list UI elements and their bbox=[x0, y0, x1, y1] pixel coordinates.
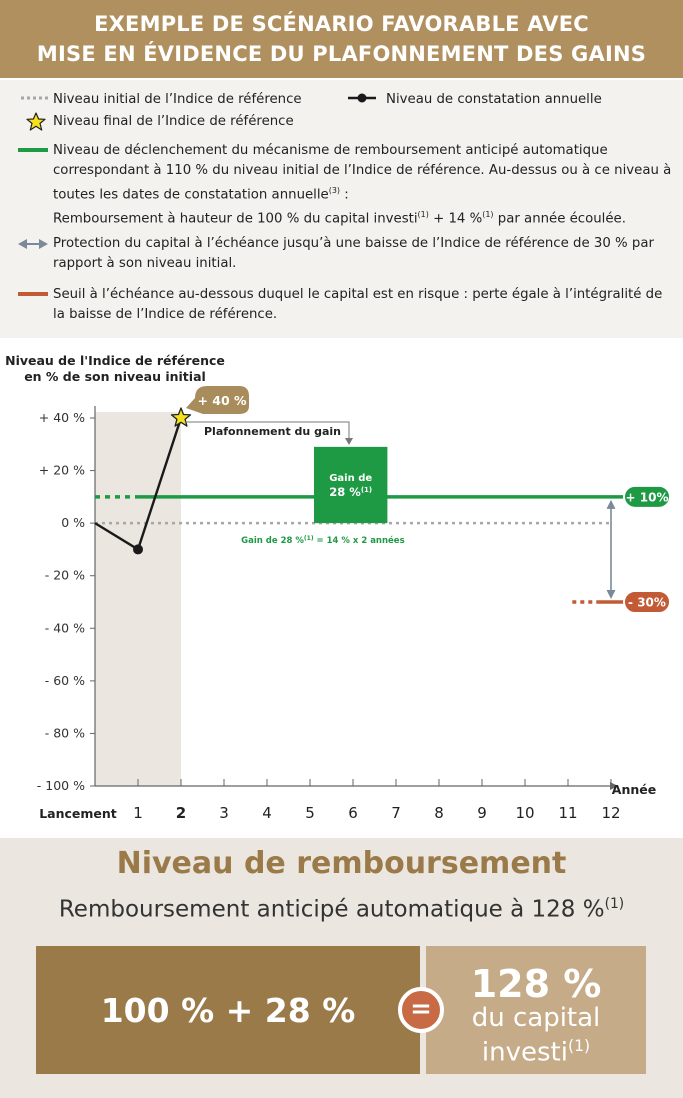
final-level-star bbox=[170, 407, 192, 427]
legend-trigger-line1: Niveau de déclenchement du mécanisme de … bbox=[53, 143, 608, 158]
gain-note-end: = 14 % x 2 années bbox=[314, 535, 405, 546]
y-tick-label: + 40 % bbox=[39, 410, 85, 425]
footnote-ref: (3) bbox=[328, 186, 341, 195]
repayment-result-line3-text: investi bbox=[481, 1037, 568, 1068]
legend-initial-level: Niveau initial de l’Indice de référence bbox=[53, 92, 302, 107]
repayment-subtitle: Remboursement anticipé automatique à 128… bbox=[0, 896, 683, 923]
repayment-title: Niveau de remboursement bbox=[116, 846, 567, 881]
chart-area: Niveau de l'Indice de référence en % de … bbox=[0, 346, 683, 838]
x-tick-label: 5 bbox=[305, 804, 315, 822]
x-axis-label: Année bbox=[612, 782, 656, 797]
x-tick-label: 1 bbox=[133, 804, 143, 822]
trigger-badge-label: + 10% bbox=[626, 490, 669, 504]
repayment-subtitle-text: Remboursement anticipé automatique à 128… bbox=[58, 896, 605, 923]
header-title-line2: MISE EN ÉVIDENCE DU PLAFONNEMENT DES GAI… bbox=[36, 42, 647, 66]
x-tick-label: 11 bbox=[558, 804, 577, 822]
legend-risk-line1: Seuil à l’échéance au-dessous duquel le … bbox=[53, 287, 663, 302]
legend-risk-text: Seuil à l’échéance au-dessous duquel le … bbox=[53, 285, 662, 325]
legend-trigger-line3-colon: : bbox=[340, 187, 349, 203]
x-tick-label: 10 bbox=[515, 804, 534, 822]
shaded-period bbox=[95, 412, 181, 786]
risk-badge-label: - 30% bbox=[628, 596, 666, 610]
legend-risk-line2: la baisse de l’Indice de référence. bbox=[53, 307, 278, 322]
x-tick-label: 2 bbox=[176, 804, 186, 822]
legend-trigger-text: Niveau de déclenchement du mécanisme de … bbox=[53, 141, 671, 230]
repayment-formula: 100 % + 28 % bbox=[100, 990, 356, 1030]
legend-panel: Niveau initial de l’Indice de référence … bbox=[0, 80, 683, 338]
legend-final-level: Niveau final de l’Indice de référence bbox=[53, 114, 294, 129]
protection-arrow-head-up bbox=[606, 499, 616, 509]
cap-label: Plafonnement du gain bbox=[204, 425, 341, 438]
y-tick-label: - 60 % bbox=[45, 673, 85, 688]
legend-trigger-line4-end: par année écoulée. bbox=[493, 211, 626, 227]
x-tick-label: 12 bbox=[601, 804, 620, 822]
x-axis-arrow bbox=[610, 782, 618, 790]
footnote-ref: (1) bbox=[482, 210, 494, 220]
legend-protection-line2: rapport à son niveau initial. bbox=[53, 256, 237, 271]
repayment-result-line3: investi(1) bbox=[426, 1032, 646, 1067]
repayment-result-line2: du capital bbox=[471, 1003, 601, 1033]
legend-trigger-line4-rate: + 14 % bbox=[428, 211, 483, 227]
x-tick-label: 4 bbox=[262, 804, 272, 822]
footnote-ref: (1) bbox=[304, 535, 314, 542]
equals-icon: = bbox=[398, 987, 444, 1033]
protection-arrow-head-down bbox=[606, 590, 616, 599]
legend-trigger-line2: correspondant à 110 % du niveau initial … bbox=[53, 163, 672, 178]
green-line-icon bbox=[18, 148, 48, 152]
x-tick-label: 7 bbox=[391, 804, 401, 822]
repayment-formula-box: 100 % + 28 % bbox=[36, 946, 420, 1074]
y-tick-label: 0 % bbox=[61, 515, 85, 530]
header-banner: EXEMPLE DE SCÉNARIO FAVORABLE AVEC MISE … bbox=[0, 0, 683, 78]
double-arrow-icon bbox=[18, 239, 48, 249]
cap-arrow-head bbox=[345, 438, 353, 445]
data-point bbox=[133, 544, 143, 555]
y-tick-label: + 20 % bbox=[39, 463, 85, 478]
y-tick-label: - 40 % bbox=[45, 620, 85, 635]
legend-trigger-line4-text: Remboursement à hauteur de 100 % du capi… bbox=[53, 211, 418, 227]
final-value-badge bbox=[186, 386, 249, 414]
legend-protection-line1: Protection du capital à l’échéance jusqu… bbox=[53, 236, 654, 251]
repayment-result-box: 128 % du capital investi(1) bbox=[426, 946, 646, 1074]
y-axis-label-line2: en % de son niveau initial bbox=[24, 369, 206, 384]
x-tick-label: 8 bbox=[434, 804, 444, 822]
dotted-line-icon bbox=[21, 96, 48, 100]
x-tick-label: 3 bbox=[219, 804, 229, 822]
legend-trigger-line4: Remboursement à hauteur de 100 % du capi… bbox=[53, 205, 671, 229]
cap-connector bbox=[185, 421, 350, 441]
final-value-label: + 40 % bbox=[197, 393, 247, 408]
repayment-result-value: 128 % bbox=[470, 962, 602, 1006]
gain-box-line1: Gain de bbox=[329, 473, 372, 484]
star-icon bbox=[26, 112, 46, 131]
legend-trigger-line3-text: toutes les dates de constatation annuell… bbox=[53, 187, 329, 203]
x-tick-label: 6 bbox=[348, 804, 358, 822]
y-tick-label: - 20 % bbox=[45, 568, 85, 583]
footnote-ref: (1) bbox=[604, 896, 625, 912]
trigger-badge-shape bbox=[623, 484, 671, 509]
header-title-line1: EXEMPLE DE SCÉNARIO FAVORABLE AVEC bbox=[94, 12, 589, 36]
legend-protection-text: Protection du capital à l’échéance jusqu… bbox=[53, 234, 654, 274]
y-axis-label-line1: Niveau de l'Indice de référence bbox=[5, 353, 225, 368]
footnote-ref: (1) bbox=[567, 1037, 591, 1055]
legend-annual-observation: Niveau de constatation annuelle bbox=[386, 92, 602, 107]
gain-note: Gain de 28 %(1) = 14 % x 2 années bbox=[241, 535, 404, 546]
y-tick-label: - 80 % bbox=[45, 725, 85, 740]
performance-chart: Niveau de l'Indice de référence en % de … bbox=[5, 353, 671, 822]
risk-badge-shape bbox=[623, 590, 671, 614]
gain-box bbox=[314, 446, 388, 524]
footnote-ref: (1) bbox=[417, 210, 429, 220]
footnote-ref: (1) bbox=[361, 486, 372, 494]
x-tick-label: 9 bbox=[477, 804, 487, 822]
legend-trigger-line3: toutes les dates de constatation annuell… bbox=[53, 181, 671, 205]
red-line-icon bbox=[18, 292, 48, 296]
line-with-dot-icon bbox=[348, 93, 376, 103]
x-tick-label: Lancement bbox=[39, 806, 117, 821]
y-tick-label: - 100 % bbox=[37, 778, 85, 793]
